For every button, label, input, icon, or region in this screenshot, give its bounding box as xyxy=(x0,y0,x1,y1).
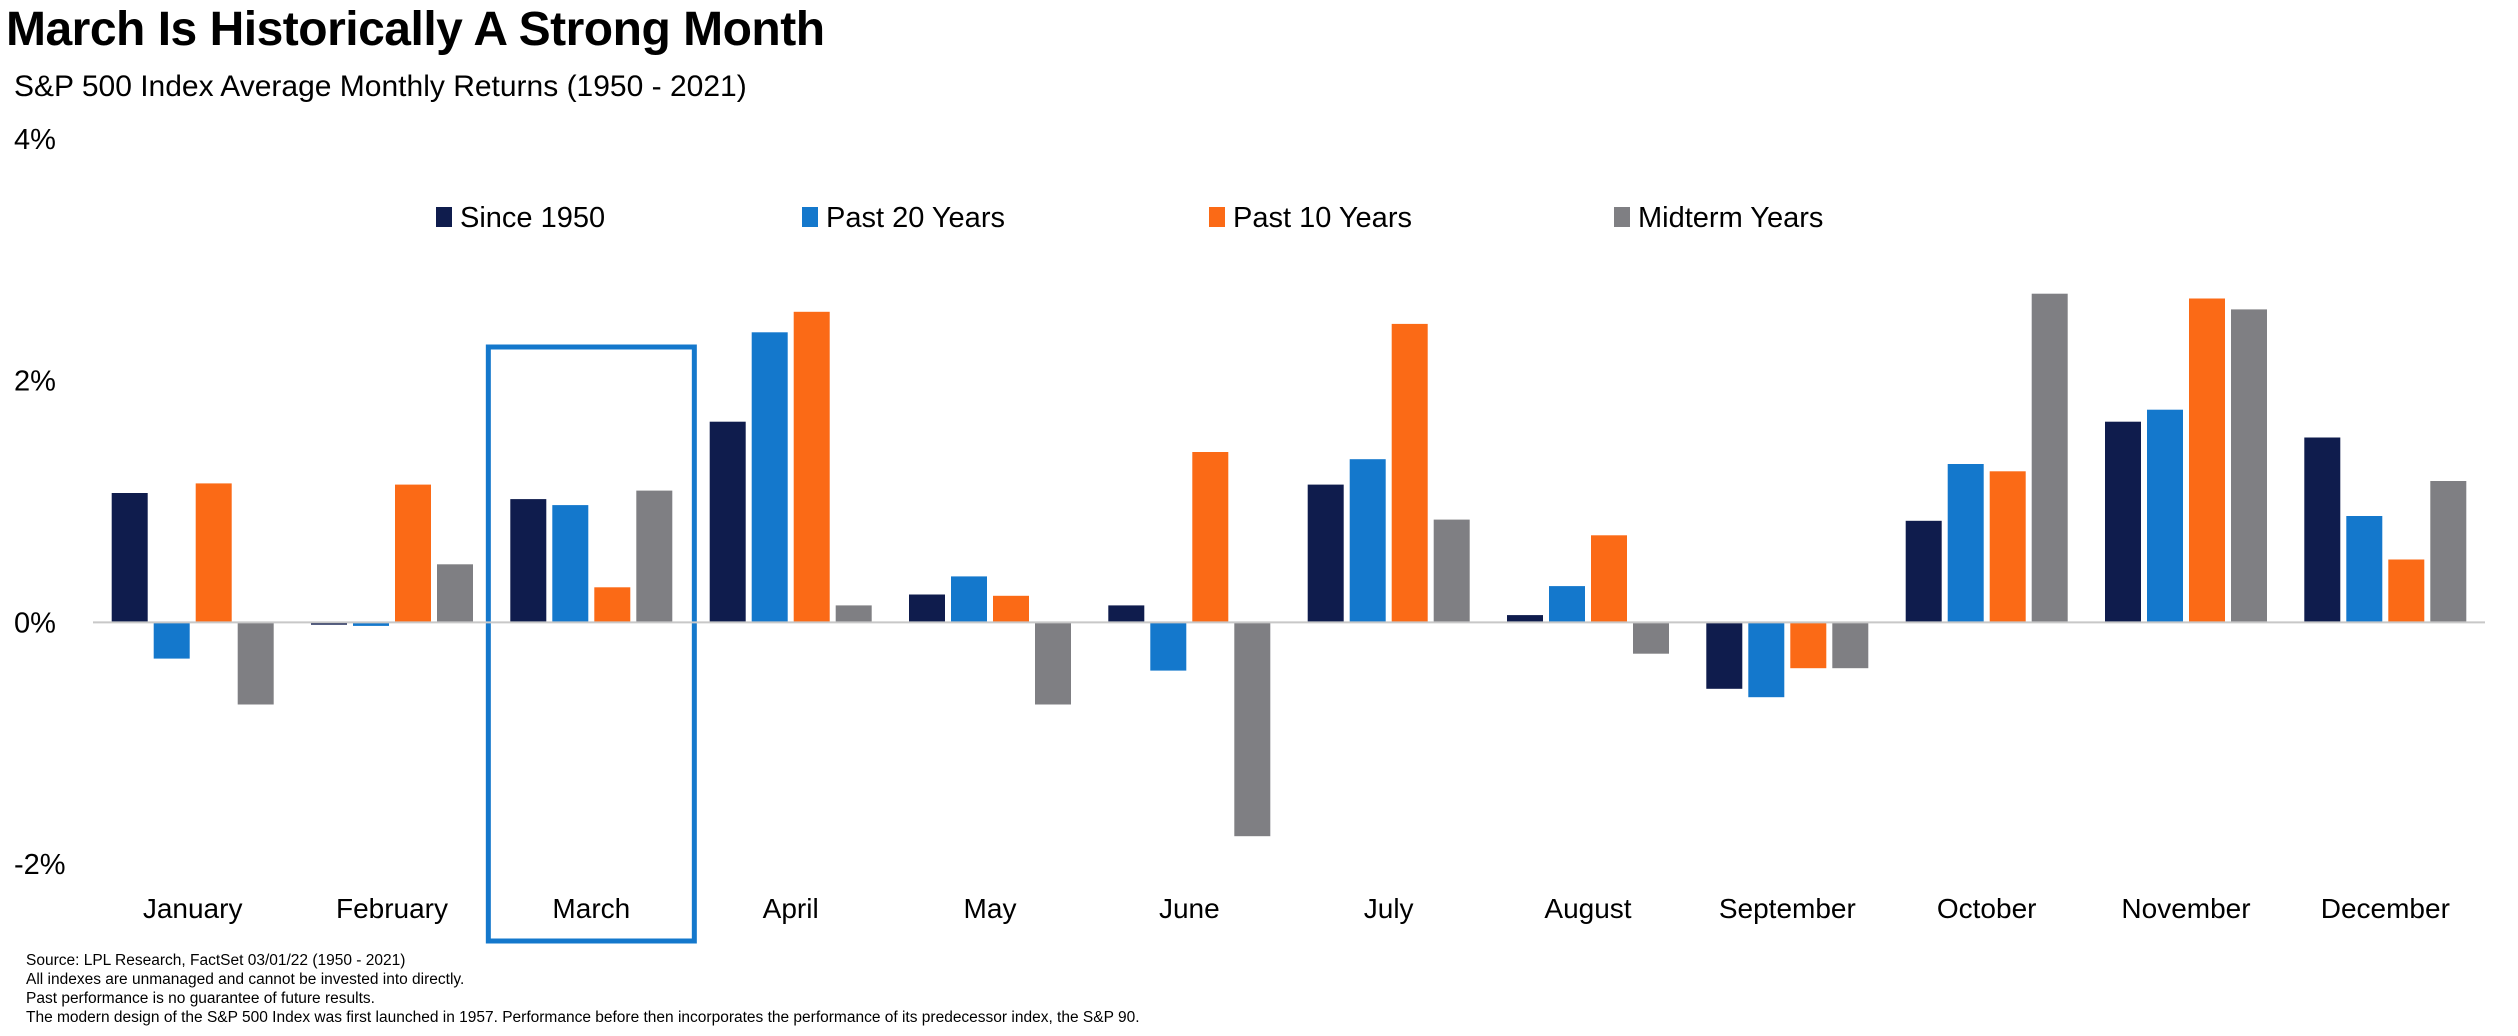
bar-midterm-years-february xyxy=(437,564,473,623)
bar-past-10-years-july xyxy=(1391,323,1428,623)
bar-since-1950-february xyxy=(311,622,347,625)
y-tick-label: 0% xyxy=(14,607,56,639)
bar-since-1950-september xyxy=(1706,622,1743,689)
category-label: May xyxy=(964,893,1017,924)
category-label: March xyxy=(552,893,630,924)
bar-past-10-years-june xyxy=(1192,452,1229,623)
bar-midterm-years-november xyxy=(2231,309,2267,623)
category-label: October xyxy=(1937,893,2037,924)
bar-past-20-years-february xyxy=(353,622,389,626)
chart-subtitle: S&P 500 Index Average Monthly Returns (1… xyxy=(14,70,747,103)
bar-midterm-years-december xyxy=(2430,481,2467,623)
category-label: July xyxy=(1364,893,1414,924)
bar-since-1950-january xyxy=(111,493,148,623)
legend-swatch xyxy=(436,207,452,227)
bar-past-10-years-march xyxy=(594,587,631,623)
legend-label: Midterm Years xyxy=(1638,202,1823,234)
category-label: April xyxy=(763,893,819,924)
bar-since-1950-july xyxy=(1307,484,1344,623)
bar-midterm-years-march xyxy=(636,490,673,623)
bar-midterm-years-july xyxy=(1433,519,1470,623)
bar-past-10-years-december xyxy=(2388,559,2425,623)
category-label: February xyxy=(336,893,448,924)
category-label: January xyxy=(143,893,243,924)
legend-label: Since 1950 xyxy=(460,202,605,234)
bar-since-1950-october xyxy=(1905,520,1942,623)
bar-past-20-years-august xyxy=(1549,586,1585,623)
bar-past-20-years-may xyxy=(951,576,987,623)
bar-since-1950-june xyxy=(1108,605,1145,623)
bar-past-20-years-january xyxy=(153,622,190,659)
y-tick-label: 4% xyxy=(14,124,56,156)
legend-swatch xyxy=(1209,207,1225,227)
chart-title: March Is Historically A Strong Month xyxy=(6,3,825,56)
bar-past-10-years-april xyxy=(793,311,830,623)
category-label: September xyxy=(1719,893,1856,924)
bar-since-1950-november xyxy=(2105,421,2141,623)
footnote-source: Source: LPL Research, FactSet 03/01/22 (… xyxy=(26,952,406,969)
bar-midterm-years-june xyxy=(1234,622,1271,837)
bar-past-20-years-october xyxy=(1947,464,1984,623)
bar-past-10-years-august xyxy=(1591,535,1627,623)
category-label: November xyxy=(2121,893,2250,924)
y-tick-label: 2% xyxy=(14,366,56,398)
category-label: August xyxy=(1544,893,1631,924)
legend-label: Past 20 Years xyxy=(826,202,1005,234)
bar-past-20-years-april xyxy=(751,332,788,623)
legend-swatch xyxy=(802,207,818,227)
footnote-past-performance: Past performance is no guarantee of futu… xyxy=(26,990,375,1007)
bar-midterm-years-august xyxy=(1633,622,1669,654)
bar-midterm-years-october xyxy=(2031,293,2068,623)
bar-past-10-years-january xyxy=(195,483,232,623)
bar-past-20-years-july xyxy=(1349,459,1386,623)
bar-past-20-years-september xyxy=(1748,622,1785,698)
footnote-unmanaged: All indexes are unmanaged and cannot be … xyxy=(26,971,465,988)
bar-past-10-years-october xyxy=(1989,471,2026,623)
bar-since-1950-august xyxy=(1507,615,1543,623)
legend-label: Past 10 Years xyxy=(1233,202,1412,234)
bar-since-1950-may xyxy=(909,594,945,623)
footnotes: Source: LPL Research, FactSet 03/01/22 (… xyxy=(26,951,1140,1027)
y-tick-label: -2% xyxy=(14,849,66,881)
bar-since-1950-december xyxy=(2304,437,2341,623)
bar-past-10-years-february xyxy=(395,484,431,623)
bar-chart: 4% 2% 0% -2% January February March April May Jun… xyxy=(14,124,2485,944)
bar-midterm-years-september xyxy=(1832,622,1869,669)
bar-midterm-years-may xyxy=(1035,622,1071,705)
bar-since-1950-march xyxy=(510,499,547,623)
bar-past-20-years-december xyxy=(2346,516,2383,623)
category-label: December xyxy=(2321,893,2450,924)
bar-past-20-years-june xyxy=(1150,622,1187,671)
bar-past-20-years-march xyxy=(552,505,589,623)
bar-past-20-years-november xyxy=(2147,409,2183,623)
bar-since-1950-april xyxy=(709,421,746,623)
bar-midterm-years-april xyxy=(835,605,872,623)
bar-past-10-years-may xyxy=(993,595,1029,623)
bar-past-10-years-september xyxy=(1790,622,1827,669)
category-label: June xyxy=(1159,893,1220,924)
bar-midterm-years-january xyxy=(237,622,274,705)
bar-past-10-years-november xyxy=(2189,298,2225,623)
footnote-index-design: The modern design of the S&P 500 Index w… xyxy=(26,1009,1140,1026)
legend-swatch xyxy=(1614,207,1630,227)
highlight-box-march xyxy=(485,344,697,944)
